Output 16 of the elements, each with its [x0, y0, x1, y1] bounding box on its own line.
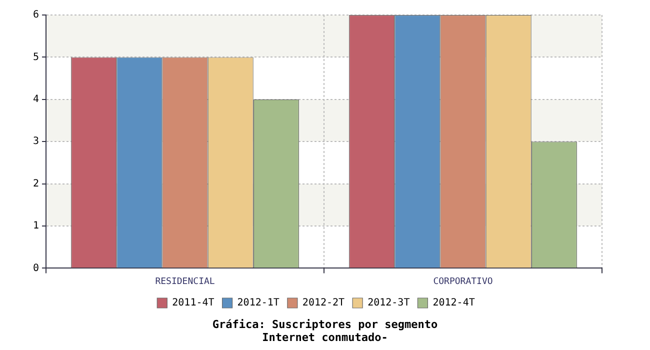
legend-label: 2011-4T: [172, 298, 214, 309]
text: Internet conmutado-: [261, 331, 389, 344]
legend-label: 2012-4T: [432, 298, 475, 309]
legend-label: 2012-1T: [237, 298, 280, 309]
y-tick-label: 5: [32, 52, 40, 63]
y-tick-label: 1: [32, 220, 40, 232]
legend-label: 2012-3T: [368, 298, 410, 309]
y-tick-label: 2: [32, 178, 40, 190]
legend-label: 2012-2T: [302, 298, 345, 309]
y-tick-label: 3: [32, 136, 40, 148]
y-tick-label: 6: [32, 10, 40, 21]
y-tick-label: 4: [32, 94, 40, 105]
y-tick-label: 0: [32, 262, 40, 274]
text: Gráfica: Suscriptores por segmento: [211, 318, 439, 331]
x-tick-label: CORPORATIVO: [433, 276, 493, 287]
x-tick-label: RESIDENCIAL: [155, 276, 215, 287]
